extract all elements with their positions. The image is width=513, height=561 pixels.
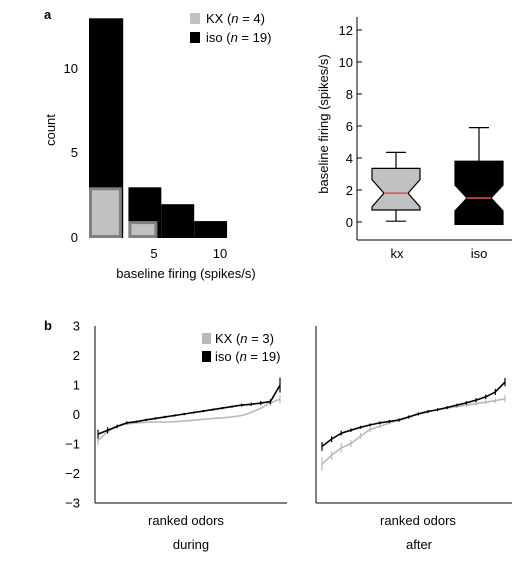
boxplot-y-tick-label: 10 [339,55,353,70]
during-subtitle: during [173,537,209,552]
after-x-axis-label: ranked odors [380,513,456,528]
histogram-y-tick-labels: 10 5 0 [64,61,78,245]
legend-entry-iso: iso (n = 19) [206,30,271,45]
boxplot-y-tick-label: 0 [346,215,353,230]
line-legend-entry-kx: KX (n = 3) [215,331,274,346]
legend-entry-kx: KX (n = 4) [206,11,265,26]
after-subtitle: after [406,537,433,552]
histogram-x-tick-labels: 5 10 [150,246,227,261]
histogram-bar-kx [89,187,122,239]
boxplot-box-iso [454,160,504,225]
during-series [97,377,281,445]
line-chart-after: ranked odors after [315,326,512,552]
after-series [321,378,506,471]
boxplot-category-iso: iso [471,246,488,261]
histogram-x-tick-5: 5 [150,246,157,261]
during-x-axis-label: ranked odors [148,513,224,528]
during-y-tick-label: 3 [73,319,80,334]
boxplot-y-tick-label: 4 [346,151,353,166]
histogram-bar-kx [128,221,158,239]
panel-label-b: b [44,318,52,333]
histogram-kx-bars [89,187,158,239]
during-y-tick-label: 1 [73,378,80,393]
boxplot-box-kx [371,167,421,211]
histogram-legend: KX (n = 4) iso (n = 19) [190,11,271,45]
line-legend-swatch-iso [202,351,211,362]
legend-swatch-iso [190,32,200,43]
during-y-ticks: 3 2 1 0 −1 −2 −3 [65,319,80,511]
line-legend: KX (n = 3) iso (n = 19) [202,331,280,364]
legend-swatch-kx [190,13,200,24]
histogram-bar-iso [161,204,195,238]
line-chart-during: 3 2 1 0 −1 −2 −3 ranked odors during KX (n = 3… [65,319,287,552]
during-series-line-iso [97,384,281,435]
during-y-tick-label: −2 [65,466,80,481]
boxplot-category-kx: kx [391,246,405,261]
histogram-y-axis-label: count [43,114,58,146]
during-y-tick-label: 0 [73,407,80,422]
boxplot-y-tick-label: 12 [339,23,353,38]
during-y-tick-label: −1 [65,437,80,452]
panel-label-a: a [44,7,52,22]
after-series-line-iso [321,381,506,448]
during-y-tick-label: −3 [65,496,80,511]
boxplot-y-tick-label: 6 [346,119,353,134]
during-series-line-kx [97,398,281,442]
histogram-y-tick-10: 10 [64,61,78,76]
boxplot-y-tick-label: 8 [346,87,353,102]
line-legend-swatch-kx [202,333,211,344]
line-legend-entry-iso: iso (n = 19) [215,349,280,364]
histogram-x-axis-label: baseline firing (spikes/s) [116,266,255,281]
boxplot-y-tick-label: 2 [346,183,353,198]
boxplot-y-ticks: 0 2 4 6 8 10 12 [339,23,362,230]
histogram-bar-iso [194,221,228,238]
histogram-x-tick-10: 10 [213,246,227,261]
boxplot-y-axis-label: baseline firing (spikes/s) [316,54,331,193]
histogram-y-tick-0: 0 [71,230,78,245]
boxplot-chart: 0 2 4 6 8 10 12 kx iso baseline firing (spikes… [316,17,512,261]
histogram-y-tick-5: 5 [71,145,78,160]
during-y-tick-label: 2 [73,348,80,363]
boxplot-boxes [371,126,504,225]
histogram-chart: 10 5 0 5 10 baseline firing (spikes/s) c… [43,11,271,281]
